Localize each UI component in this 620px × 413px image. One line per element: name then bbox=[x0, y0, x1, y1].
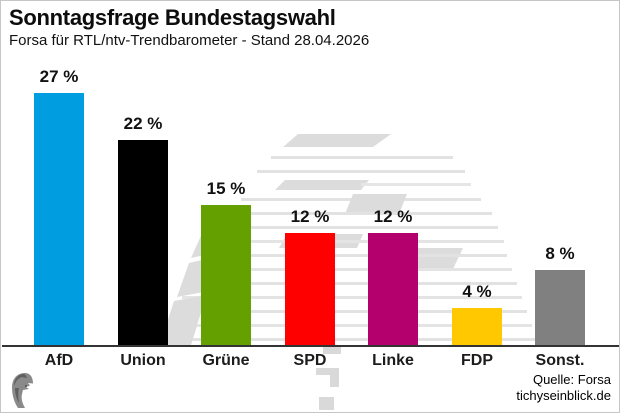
source-line: Quelle: Forsa bbox=[532, 372, 611, 387]
bar-linke bbox=[368, 233, 418, 345]
bar-afd bbox=[34, 93, 84, 345]
source-note: Quelle: Forsa tichyseinblick.de bbox=[516, 372, 611, 404]
value-label: 12 % bbox=[373, 207, 413, 226]
category-label: Linke bbox=[372, 352, 414, 369]
category-label: Union bbox=[120, 352, 166, 369]
category-label: AfD bbox=[44, 352, 74, 369]
value-label: 4 % bbox=[462, 282, 492, 301]
value-label: 15 % bbox=[206, 179, 246, 198]
category-label: FDP bbox=[461, 352, 493, 369]
bar-spd bbox=[285, 233, 335, 345]
source-site: tichyseinblick.de bbox=[516, 388, 611, 403]
value-label: 22 % bbox=[123, 114, 163, 133]
value-label: 12 % bbox=[290, 207, 330, 226]
bar-grüne bbox=[201, 205, 251, 345]
bar-union bbox=[118, 140, 168, 345]
bar-fdp bbox=[452, 308, 502, 345]
category-label: SPD bbox=[293, 352, 327, 369]
tichys-einblick-logo-icon bbox=[12, 373, 33, 408]
x-axis-line bbox=[2, 345, 619, 347]
category-label: Sonst. bbox=[535, 352, 585, 369]
value-label: 8 % bbox=[545, 244, 575, 263]
category-label: Grüne bbox=[202, 352, 250, 369]
chart-subtitle: Forsa für RTL/ntv-Trendbarometer - Stand… bbox=[9, 32, 370, 49]
value-label: 27 % bbox=[39, 67, 79, 86]
chart-title: Sonntagsfrage Bundestagswahl bbox=[9, 5, 336, 30]
bar-sonst bbox=[535, 270, 585, 345]
